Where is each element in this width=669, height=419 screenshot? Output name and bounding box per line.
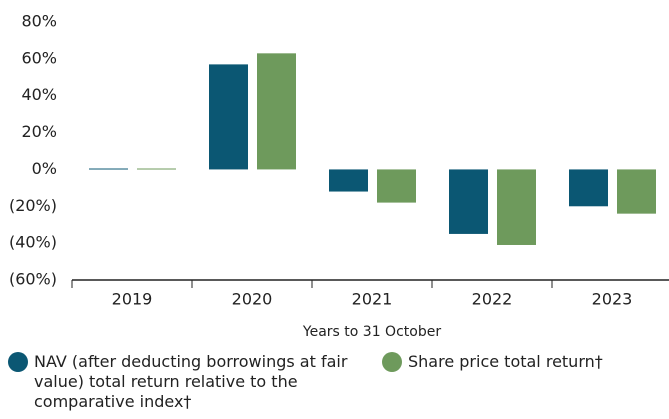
legend-swatch xyxy=(382,352,402,372)
bar xyxy=(617,169,656,214)
x-tick-label: 2023 xyxy=(592,290,633,309)
x-axis-label: Years to 31 October xyxy=(302,324,441,340)
bar xyxy=(137,168,176,170)
bar xyxy=(209,64,248,170)
x-tick-label: 2022 xyxy=(472,290,513,309)
bar xyxy=(329,169,368,192)
bar xyxy=(449,169,488,234)
bar xyxy=(497,169,536,245)
chart: Years to 31 October (60%) (40%) (20%) 0% 20%… xyxy=(9,12,669,340)
y-tick-label: 40% xyxy=(21,85,57,104)
bar xyxy=(377,169,416,203)
x-tick-label: 2021 xyxy=(352,290,393,309)
bar xyxy=(257,53,296,170)
y-tick-label: (20%) xyxy=(9,196,57,215)
legend-swatch xyxy=(8,352,28,372)
x-tick-label: 2019 xyxy=(112,290,153,309)
bar xyxy=(569,169,608,207)
y-tick-label: 60% xyxy=(21,48,57,67)
legend-item: Share price total return† xyxy=(382,352,603,372)
y-tick-label: 20% xyxy=(21,122,57,141)
legend-label: Share price total return† xyxy=(408,352,603,371)
y-tick-label: 80% xyxy=(21,12,57,31)
y-tick-label: (40%) xyxy=(9,233,57,252)
legend-item: NAV (after deducting borrowings at fair … xyxy=(8,352,353,412)
x-tick-label: 2020 xyxy=(232,290,273,309)
legend-label: NAV (after deducting borrowings at fair … xyxy=(34,352,348,411)
y-tick-label: 0% xyxy=(32,159,57,178)
y-tick-label: (60%) xyxy=(9,270,57,289)
bar xyxy=(89,168,128,170)
